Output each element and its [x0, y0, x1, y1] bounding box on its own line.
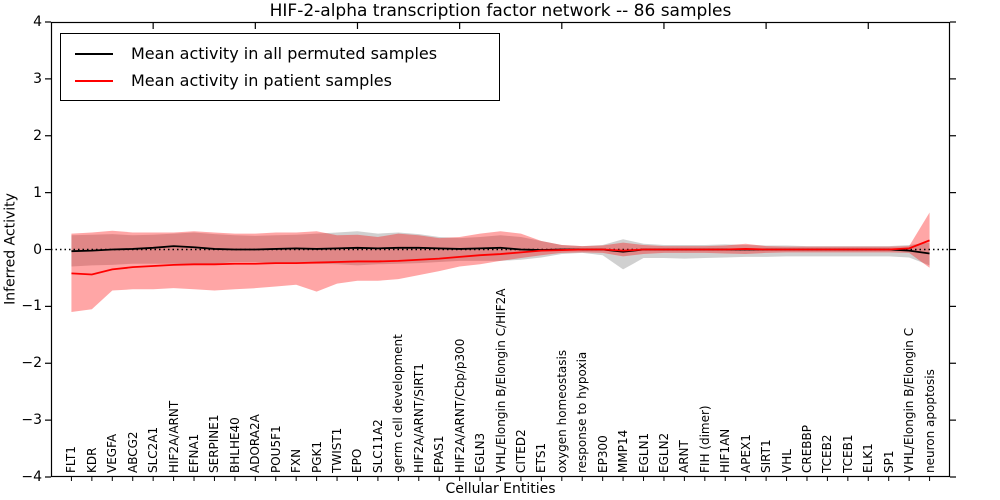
x-category-label: SIRT1	[759, 439, 774, 473]
x-category-label: VHL/Elongin B/Elongin C	[902, 327, 917, 473]
x-category-label: EP300	[595, 435, 610, 473]
y-tick-label: −4	[21, 469, 42, 485]
x-category-label: FXN	[289, 448, 304, 473]
x-category-label: ABCG2	[125, 431, 140, 473]
x-category-label: VEGFA	[105, 433, 120, 473]
legend-line-permuted-sample	[75, 52, 113, 55]
x-category-label: ADORA2A	[248, 414, 263, 473]
y-tick-label: −2	[21, 355, 42, 372]
x-category-label: HIF2A/ARNT/SIRT1	[411, 363, 426, 473]
x-category-label: TCEB2	[820, 434, 835, 473]
plot-canvas	[45, 21, 956, 481]
y-tick-label: 2	[33, 127, 42, 144]
x-category-label: ARNT	[677, 440, 692, 473]
y-tick-label: 3	[33, 70, 42, 87]
x-category-label: ELK1	[861, 443, 876, 473]
y-tick-label: 4	[33, 14, 42, 30]
x-category-label: CITED2	[513, 429, 528, 473]
x-category-label: KDR	[84, 447, 99, 473]
y-tick-label: −3	[21, 412, 42, 429]
x-category-label: ETS1	[534, 442, 549, 473]
x-category-label: TCEB1	[840, 434, 855, 473]
x-category-label: germ cell development	[391, 334, 406, 473]
x-axis-title: Cellular Entities	[445, 481, 556, 497]
x-category-label: HIF1AN	[718, 428, 733, 473]
x-category-label: FIH (dimer)	[697, 405, 712, 473]
x-category-label: MMP14	[616, 429, 631, 473]
y-tick-label: 1	[33, 184, 42, 201]
x-category-label: VHL	[779, 449, 794, 473]
x-category-label: EGLN1	[636, 432, 651, 473]
chart-title: HIF-2-alpha transcription factor network…	[269, 1, 732, 21]
x-category-label: EGLN3	[473, 432, 488, 473]
x-category-label: response to hypoxia	[575, 351, 590, 473]
x-category-label: SLC2A1	[146, 426, 161, 473]
y-tick-label: 0	[33, 241, 42, 258]
legend-label-patient: Mean activity in patient samples	[131, 71, 392, 90]
x-category-label: POU5F1	[268, 425, 283, 473]
y-axis-title: Inferred Activity	[2, 193, 19, 305]
x-category-label: APEX1	[738, 434, 753, 473]
legend-entry-permuted: Mean activity in all permuted samples	[69, 40, 491, 67]
x-category-label: HIF2A/ARNT/Cbp/p300	[452, 338, 467, 473]
x-category-label: SERPINE1	[207, 414, 222, 473]
x-category-label: VHL/Elongin B/Elongin C/HIF2A	[493, 288, 508, 473]
x-category-label: oxygen homeostasis	[554, 349, 569, 473]
x-category-label: TWIST1	[330, 427, 345, 473]
x-category-label: neuron apoptosis	[922, 369, 937, 473]
legend: Mean activity in all permuted samples Me…	[60, 33, 500, 101]
x-category-label: FLT1	[64, 446, 79, 473]
x-category-label: EPAS1	[432, 435, 447, 473]
legend-label-permuted: Mean activity in all permuted samples	[131, 44, 438, 63]
x-category-label: BHLHE40	[227, 417, 242, 473]
legend-entry-patient: Mean activity in patient samples	[69, 67, 491, 94]
x-category-label: PGK1	[309, 440, 324, 473]
y-tick-label: −1	[21, 298, 42, 315]
legend-line-patient-sample	[75, 79, 113, 82]
x-category-label: EGLN2	[656, 432, 671, 473]
x-category-label: SLC11A2	[370, 419, 385, 473]
x-category-label: SP1	[881, 450, 896, 474]
x-category-label: CREBBP	[799, 425, 814, 473]
x-category-label: EFNA1	[187, 433, 202, 473]
x-category-label: HIF2A/ARNT	[166, 400, 181, 473]
plot-area: Mean activity in all permuted samples Me…	[45, 21, 956, 481]
x-category-label: EPO	[350, 448, 365, 473]
